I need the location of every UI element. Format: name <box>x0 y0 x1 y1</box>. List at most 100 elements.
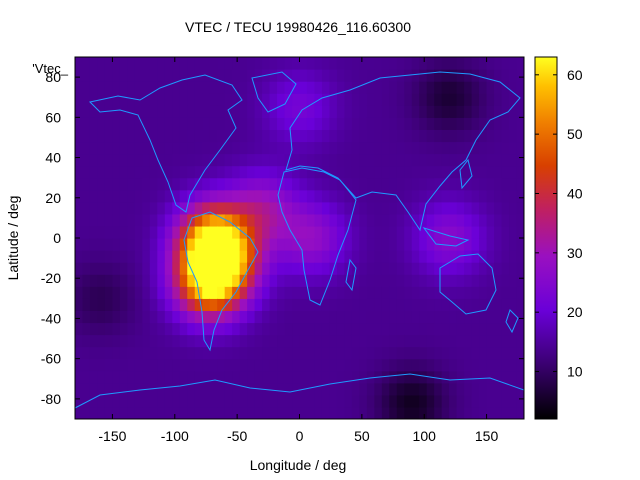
heatmap-cell <box>501 334 510 348</box>
heatmap-cell <box>494 298 503 311</box>
heatmap-cell <box>112 394 121 408</box>
heatmap-cell <box>142 57 151 70</box>
heatmap-cell <box>299 153 308 167</box>
heatmap-cell <box>97 69 106 82</box>
heatmap-cell <box>202 298 211 311</box>
heatmap-cell <box>247 69 256 82</box>
heatmap-cell <box>97 346 106 360</box>
heatmap-cell <box>366 201 375 215</box>
heatmap-cell <box>426 322 435 336</box>
heatmap-cell <box>232 105 241 118</box>
heatmap-cell <box>426 238 435 251</box>
colorbar-tick-label: 40 <box>567 185 583 201</box>
heatmap-cell <box>321 250 331 263</box>
heatmap-cell <box>209 117 218 130</box>
heatmap-cell <box>284 238 293 251</box>
heatmap-cell <box>441 129 450 143</box>
heatmap-cell <box>292 274 301 287</box>
heatmap-cell <box>134 225 143 239</box>
heatmap-cell <box>202 117 211 130</box>
heatmap-cell <box>277 310 286 324</box>
heatmap-cell <box>366 346 375 360</box>
heatmap-cell <box>134 189 143 203</box>
heatmap-cell <box>292 238 301 251</box>
heatmap-cell <box>299 370 308 384</box>
heatmap-cell <box>127 69 136 82</box>
heatmap-cell <box>142 177 151 191</box>
heatmap-cell <box>336 189 345 203</box>
heatmap-cell <box>404 310 413 324</box>
heatmap-cell <box>419 141 428 155</box>
heatmap-cell <box>486 177 495 191</box>
heatmap-cell <box>119 129 128 143</box>
heatmap-cell <box>269 298 278 311</box>
heatmap-cell <box>396 238 405 251</box>
heatmap-cell <box>202 346 211 360</box>
heatmap-cell <box>232 225 241 239</box>
heatmap-cell <box>314 322 323 336</box>
heatmap-cell <box>359 394 368 408</box>
heatmap-cell <box>292 165 301 179</box>
y-tick-label: 20 <box>45 190 61 206</box>
heatmap-cell <box>224 334 233 348</box>
heatmap-cell <box>292 213 301 227</box>
heatmap-cell <box>381 250 390 263</box>
heatmap-cell <box>389 274 398 287</box>
heatmap-cell <box>486 250 495 263</box>
heatmap-cell <box>104 69 114 82</box>
heatmap-cell <box>464 286 473 299</box>
heatmap-cell <box>494 141 503 155</box>
heatmap-cell <box>209 225 218 239</box>
heatmap-cell <box>179 57 188 70</box>
heatmap-cell <box>426 406 435 419</box>
heatmap-cell <box>396 250 405 263</box>
heatmap-cell <box>104 238 114 251</box>
heatmap-cell <box>306 358 316 372</box>
colorbar-tick-label: 60 <box>567 67 583 83</box>
heatmap-cell <box>232 69 241 82</box>
heatmap-cell <box>509 346 518 360</box>
heatmap-cell <box>112 93 121 106</box>
heatmap-cell <box>306 153 316 167</box>
heatmap-cell <box>112 117 121 130</box>
heatmap-cell <box>359 93 368 106</box>
heatmap-cell <box>119 250 128 263</box>
heatmap-cell <box>389 153 398 167</box>
heatmap-cell <box>419 286 428 299</box>
heatmap-cell <box>142 213 151 227</box>
x-axis: -150 -100 -50 0 50 100 150 <box>98 57 498 444</box>
heatmap-cell <box>359 81 368 94</box>
heatmap-cell <box>329 382 338 396</box>
heatmap-cell <box>419 346 428 360</box>
heatmap-cell <box>426 382 435 396</box>
heatmap-cell <box>277 93 286 106</box>
heatmap-cell <box>351 189 360 203</box>
heatmap-cell <box>351 274 360 287</box>
heatmap-cell <box>381 93 390 106</box>
heatmap-cell <box>194 213 203 227</box>
heatmap-cell <box>75 165 84 179</box>
heatmap-cell <box>232 57 241 70</box>
heatmap-cell <box>97 370 106 384</box>
heatmap-cell <box>434 262 443 275</box>
heatmap-cell <box>127 165 136 179</box>
heatmap-cell <box>134 322 143 336</box>
heatmap-cell <box>396 286 405 299</box>
heatmap-cell <box>374 69 383 82</box>
heatmap-cell <box>486 382 495 396</box>
heatmap-cell <box>89 286 99 299</box>
heatmap-cell <box>134 334 143 348</box>
heatmap-cell <box>172 153 181 167</box>
heatmap-cell <box>344 225 353 239</box>
heatmap-cell <box>419 177 428 191</box>
heatmap-cell <box>381 262 390 275</box>
coastline-antarctica <box>75 373 524 409</box>
heatmap-cell <box>97 81 106 94</box>
heatmap-cell <box>269 117 278 130</box>
heatmap-cell <box>97 189 106 203</box>
heatmap-cell <box>479 406 488 419</box>
heatmap-cell <box>321 322 331 336</box>
heatmap-cell <box>389 177 398 191</box>
heatmap-cell <box>119 225 128 239</box>
